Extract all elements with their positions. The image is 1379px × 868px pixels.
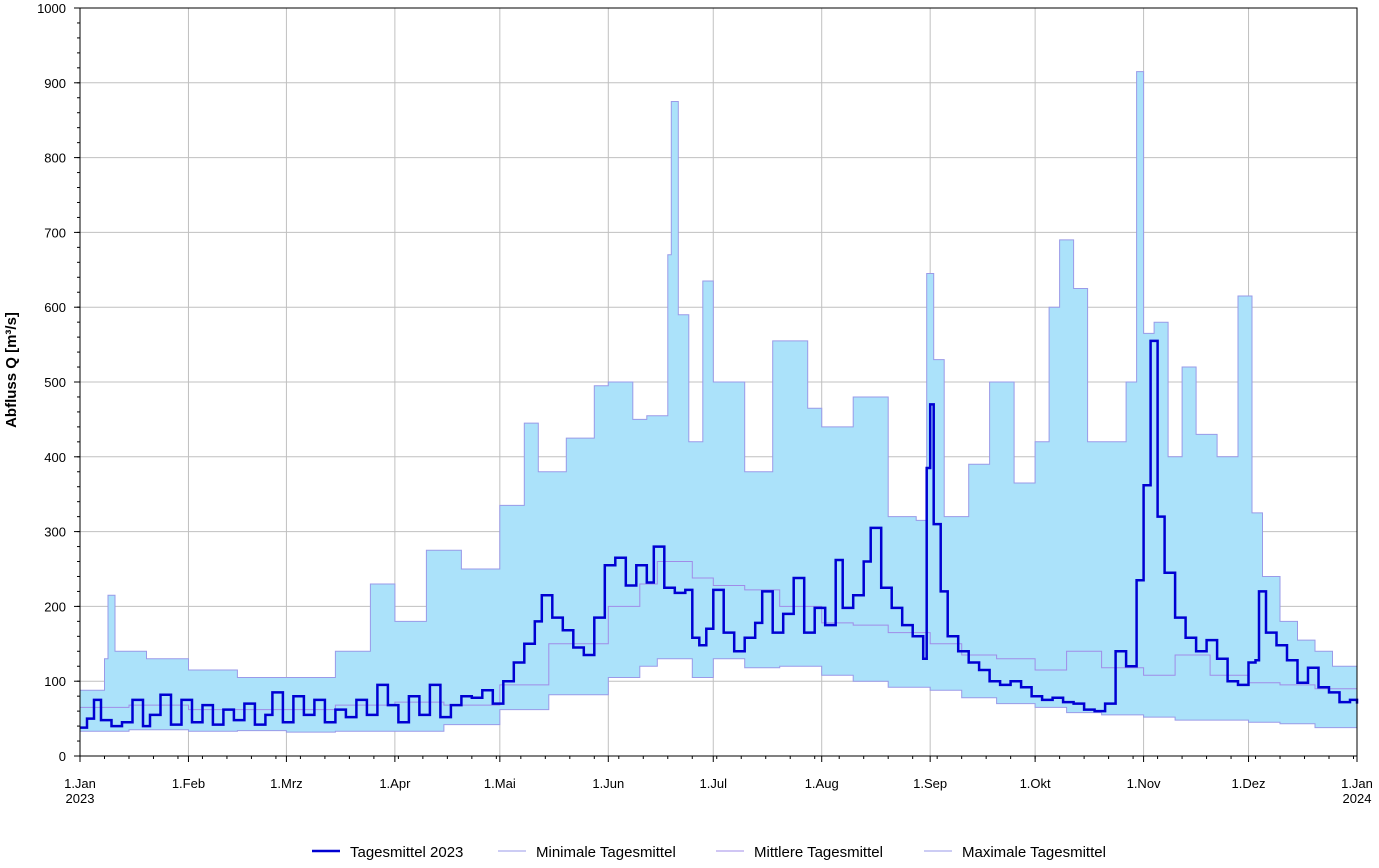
y-tick-label: 400 (44, 450, 66, 465)
x-tick-label: 1.Jul (700, 776, 728, 791)
plot-frame (79, 7, 1358, 757)
y-tick-label: 1000 (37, 1, 66, 16)
x-tick-year-label: 2023 (66, 791, 95, 806)
min-max-band (80, 71, 1357, 733)
legend-label: Tagesmittel 2023 (350, 844, 463, 861)
x-tick-label: 1.Jan (64, 776, 96, 791)
y-tick-label: 600 (44, 300, 66, 315)
series-lines (80, 339, 1359, 729)
x-tick-label: 1.Jan (1341, 776, 1373, 791)
x-tick-label: 1.Dez (1232, 776, 1266, 791)
x-tick-label: 1.Feb (172, 776, 205, 791)
y-tick-label: 200 (44, 599, 66, 614)
series-line-tagesmittel-2023 (80, 339, 1359, 729)
legend: Tagesmittel 2023 Minimale Tagesmittel Mitt… (312, 844, 1106, 861)
legend-label: Maximale Tagesmittel (962, 844, 1106, 861)
x-tick-year-label: 2024 (1343, 791, 1372, 806)
x-tick-label: 1.Sep (913, 776, 947, 791)
y-axis-label: Abfluss Q [m³/s] (3, 312, 20, 428)
y-tick-label: 100 (44, 674, 66, 689)
series-line-mittlere-tagesmittel (80, 561, 1358, 711)
y-tick-label: 900 (44, 76, 66, 91)
axes: 010020030040050060070080090010001.Jan202… (37, 1, 1373, 806)
y-tick-label: 500 (44, 375, 66, 390)
x-tick-label: 1.Mrz (270, 776, 303, 791)
series-line-minimale-tagesmittel (80, 658, 1358, 733)
x-tick-label: 1.Nov (1127, 776, 1161, 791)
y-tick-label: 0 (59, 749, 66, 764)
x-tick-label: 1.Apr (379, 776, 411, 791)
y-tick-label: 700 (44, 225, 66, 240)
range-band (80, 71, 1358, 733)
x-tick-label: 1.Okt (1020, 776, 1051, 791)
legend-label: Minimale Tagesmittel (536, 844, 676, 861)
y-tick-label: 300 (44, 525, 66, 540)
y-tick-label: 800 (44, 151, 66, 166)
x-tick-label: 1.Jun (592, 776, 624, 791)
series-line-maximale-tagesmittel (80, 71, 1358, 691)
x-tick-label: 1.Aug (805, 776, 839, 791)
x-tick-label: 1.Mai (484, 776, 516, 791)
legend-label: Mittlere Tagesmittel (754, 844, 883, 861)
